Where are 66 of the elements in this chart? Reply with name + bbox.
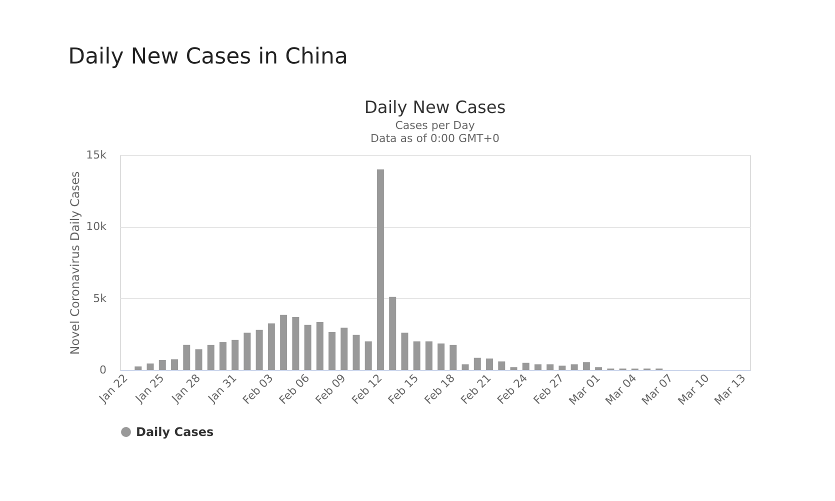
bar xyxy=(510,367,518,370)
x-tick-label: Mar 07 xyxy=(639,372,676,408)
bar xyxy=(546,364,554,370)
x-tick-label: Feb 24 xyxy=(494,372,530,407)
bar xyxy=(183,344,190,370)
bar xyxy=(450,344,457,370)
bar xyxy=(582,362,590,370)
x-tick-label: Jan 31 xyxy=(205,372,240,406)
y-tick-label: 15k xyxy=(86,148,108,162)
chart-title: Daily New Cases in China xyxy=(68,44,348,70)
bar xyxy=(256,330,263,370)
bar xyxy=(195,349,202,370)
x-tick-label: Jan 25 xyxy=(132,372,167,406)
bar xyxy=(425,341,432,370)
y-axis-title: Novel Coronavirus Daily Cases xyxy=(68,171,82,355)
x-tick-label: Mar 04 xyxy=(602,372,640,408)
y-tick-label: 0 xyxy=(100,364,106,376)
x-tick-label: Mar 10 xyxy=(676,372,712,408)
bar xyxy=(364,341,372,370)
bar xyxy=(134,366,142,370)
y-tick-label: 10k xyxy=(86,220,108,234)
bar xyxy=(522,362,530,370)
bar xyxy=(304,324,312,370)
bar xyxy=(413,341,420,370)
bar xyxy=(328,332,336,370)
x-tick-label: Feb 06 xyxy=(276,372,312,407)
bar xyxy=(498,361,506,370)
bar xyxy=(207,344,214,370)
bar xyxy=(352,334,360,370)
bar xyxy=(401,332,408,370)
bar xyxy=(158,360,166,370)
bar xyxy=(486,358,494,370)
bar xyxy=(292,316,300,370)
bar xyxy=(219,342,226,370)
bar xyxy=(376,169,384,370)
bar xyxy=(280,314,288,370)
x-tick-label: Feb 27 xyxy=(531,372,566,407)
bar xyxy=(474,358,481,370)
x-tick-label: Feb 18 xyxy=(422,372,458,407)
bar xyxy=(438,343,445,370)
x-tick-label: Mar 13 xyxy=(712,372,748,408)
bar xyxy=(558,366,566,370)
x-tick-label: Feb 09 xyxy=(313,372,348,407)
x-tick-label: Feb 15 xyxy=(386,372,422,407)
x-tick-label: Jan 28 xyxy=(168,372,203,406)
bar xyxy=(244,332,251,370)
x-tick-label: Feb 21 xyxy=(458,372,494,407)
x-tick-label: Mar 01 xyxy=(566,372,603,408)
bar xyxy=(534,364,542,370)
bar xyxy=(268,323,275,370)
text: Daily New Cases xyxy=(364,98,506,118)
bar xyxy=(232,340,239,370)
bar xyxy=(595,367,602,370)
x-tick-label: Feb 03 xyxy=(240,372,276,407)
bar xyxy=(146,364,154,370)
bar xyxy=(389,296,396,370)
bar xyxy=(171,359,178,370)
bar xyxy=(462,364,469,370)
bar xyxy=(316,322,324,370)
text: Data as of 0:00 GMT+0 xyxy=(370,132,500,145)
x-tick-label: Feb 12 xyxy=(349,372,385,407)
text: Cases per Day xyxy=(395,119,475,132)
bar xyxy=(570,364,578,370)
legend-label: Daily Cases xyxy=(136,425,214,439)
y-tick-label: 5k xyxy=(93,292,108,305)
bar xyxy=(340,328,348,370)
